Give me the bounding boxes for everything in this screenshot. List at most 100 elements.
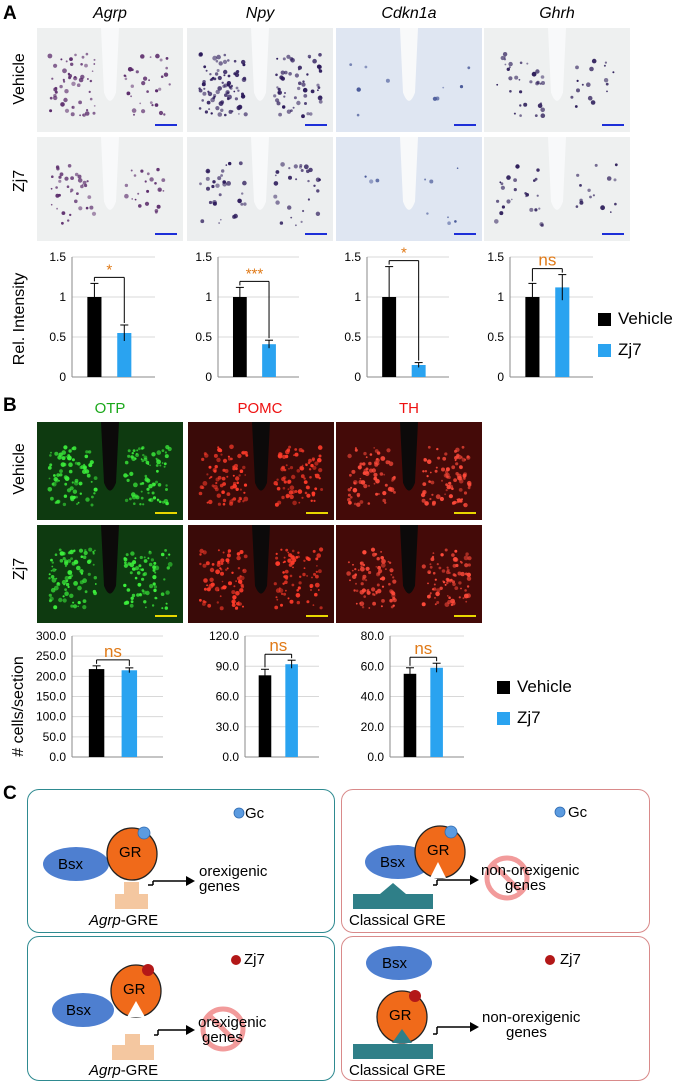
y-tick-label: 0: [205, 370, 212, 384]
genes-label-2: genes: [505, 877, 546, 894]
y-axis-label: Rel. Intensity: [11, 273, 28, 365]
y-tick-label: 50.0: [43, 730, 67, 744]
significance-label: *: [401, 245, 407, 262]
y-tick-label: 0.5: [344, 330, 361, 344]
diagram-gc-classical: Gc Bsx GR non-orexigenic genes Classical…: [341, 789, 650, 933]
y-tick-label: 1.5: [344, 250, 361, 264]
gr-label-1: GR: [119, 844, 142, 861]
y-tick-label: 1: [205, 290, 212, 304]
fluo-tile-pomc-zj7: [188, 525, 334, 623]
bar-zj7: [121, 670, 138, 757]
bar-zj7: [555, 287, 570, 377]
significance-label: ns: [538, 251, 556, 270]
y-tick-label: 1: [354, 290, 361, 304]
bsx-label-3: Bsx: [66, 1002, 92, 1019]
y-axis-label: # cells/section: [10, 656, 27, 757]
zj7-bound-icon: [142, 964, 154, 976]
ish-tile-agrp-zj7: [37, 137, 183, 241]
panel-letter-a: A: [3, 3, 17, 24]
ish-tile-npy-vehicle: [187, 28, 333, 132]
fluo-tile-otp-vehicle: [37, 422, 183, 520]
classical-gre-block: [353, 894, 433, 909]
y-tick-label: 60.0: [361, 659, 385, 673]
gc-bound-icon: [137, 826, 151, 840]
bar-vehicle: [258, 675, 272, 757]
agrp-gre-label-3: Agrp-GRE: [89, 1062, 159, 1079]
orexigenic-label-3: orexigenic: [198, 1014, 267, 1031]
bar-vehicle: [525, 297, 540, 377]
legend-label-vehicle-a: Vehicle: [618, 309, 673, 328]
ish-tile-cdkn1a-vehicle: [336, 28, 482, 132]
panel-letter-b: B: [3, 395, 17, 416]
fluo-tile-th-zj7: [336, 525, 482, 623]
non-orexigenic-label-2: non-orexigenic: [481, 862, 580, 879]
gc-label-1: Gc: [245, 805, 265, 822]
stain-label-otp: OTP: [94, 400, 126, 417]
bar-zj7: [117, 333, 132, 377]
gr-label-3: GR: [123, 981, 146, 998]
y-tick-label: 1.5: [49, 250, 66, 264]
diagram-zj7-classical: Zj7 Bsx GR non-orexigenic genes Classica…: [341, 936, 650, 1081]
gene-label-cdkn1a: Cdkn1a: [381, 5, 437, 22]
bar-vehicle: [403, 673, 417, 757]
legend-swatch-zj7-b: [497, 712, 510, 725]
gr-label-2: GR: [427, 842, 450, 859]
y-tick-label: 1.5: [487, 250, 504, 264]
bsx-label-2: Bsx: [380, 854, 406, 871]
y-tick-label: 100.0: [36, 710, 66, 724]
diagram-zj7-agrp: Zj7 Bsx GR orexigenic genes Agrp-GRE: [27, 936, 335, 1081]
fluo-tile-th-vehicle: [336, 422, 482, 520]
bar-zj7: [285, 664, 298, 757]
legend-swatch-vehicle-a: [598, 313, 611, 326]
gene-label-agrp: Agrp: [93, 5, 127, 22]
classical-gre-label-4: Classical GRE: [349, 1062, 446, 1079]
y-tick-label: 0.0: [222, 750, 239, 764]
genes-label-1: genes: [199, 878, 240, 895]
y-tick-label: 40.0: [361, 690, 385, 704]
y-tick-label: 0.0: [367, 750, 384, 764]
fluo-tile-pomc-vehicle: [188, 422, 334, 520]
bar-vehicle: [382, 297, 397, 377]
significance-label: *: [106, 261, 112, 278]
classical-gre-label-2: Classical GRE: [349, 912, 446, 929]
y-tick-label: 80.0: [361, 629, 385, 643]
genes-label-4: genes: [506, 1024, 547, 1041]
legend-swatch-zj7-a: [598, 344, 611, 357]
significance-label: ns: [269, 636, 287, 655]
ish-tile-cdkn1a-zj7: [336, 137, 482, 241]
genes-label-3: genes: [202, 1029, 243, 1046]
ish-tile-npy-zj7: [187, 137, 333, 241]
y-tick-label: 0: [59, 370, 66, 384]
y-tick-label: 0.5: [487, 330, 504, 344]
y-tick-label: 200.0: [36, 669, 66, 683]
fluo-tile-otp-zj7: [37, 525, 183, 623]
ish-tile-ghrh-vehicle: [484, 28, 630, 132]
zj7-label-4: Zj7: [560, 951, 581, 968]
bar-charts: 0 0.5 1 1.5 * Rel. Intensity 0 0.5 1 1.5 *** 0 0.5 1 1…: [10, 245, 593, 764]
agrp-gre-block: [115, 894, 148, 909]
y-tick-label: 1: [497, 290, 504, 304]
y-tick-label: 0: [497, 370, 504, 384]
gr-ellipse: [106, 827, 158, 881]
y-tick-label: 0.5: [195, 330, 212, 344]
zj7-ligand-icon: [231, 955, 241, 965]
y-tick-label: 1.5: [195, 250, 212, 264]
gene-label-ghrh: Ghrh: [539, 5, 575, 22]
bar-vehicle: [87, 297, 102, 377]
orexigenic-label-1: orexigenic: [199, 863, 268, 880]
diagram-gc-agrp: Gc Bsx GR orexigenic genes Agrp-GRE: [27, 789, 335, 933]
bsx-label-1: Bsx: [58, 856, 84, 873]
y-tick-label: 60.0: [216, 690, 240, 704]
ish-tile-ghrh-zj7: [484, 137, 630, 241]
legend-label-vehicle-b: Vehicle: [517, 677, 572, 696]
zj7-label-3: Zj7: [244, 951, 265, 968]
y-tick-label: 0: [354, 370, 361, 384]
y-tick-label: 0.0: [49, 750, 66, 764]
bsx-ellipse: [43, 847, 109, 881]
agrp-gre-label-1: Agrp-GRE: [89, 912, 159, 929]
gc-ligand-icon: [233, 807, 245, 819]
bar-vehicle: [232, 297, 247, 377]
legend-label-zj7-a: Zj7: [618, 340, 642, 359]
gc-label-2: Gc: [568, 804, 588, 821]
bar-zj7: [411, 365, 426, 377]
